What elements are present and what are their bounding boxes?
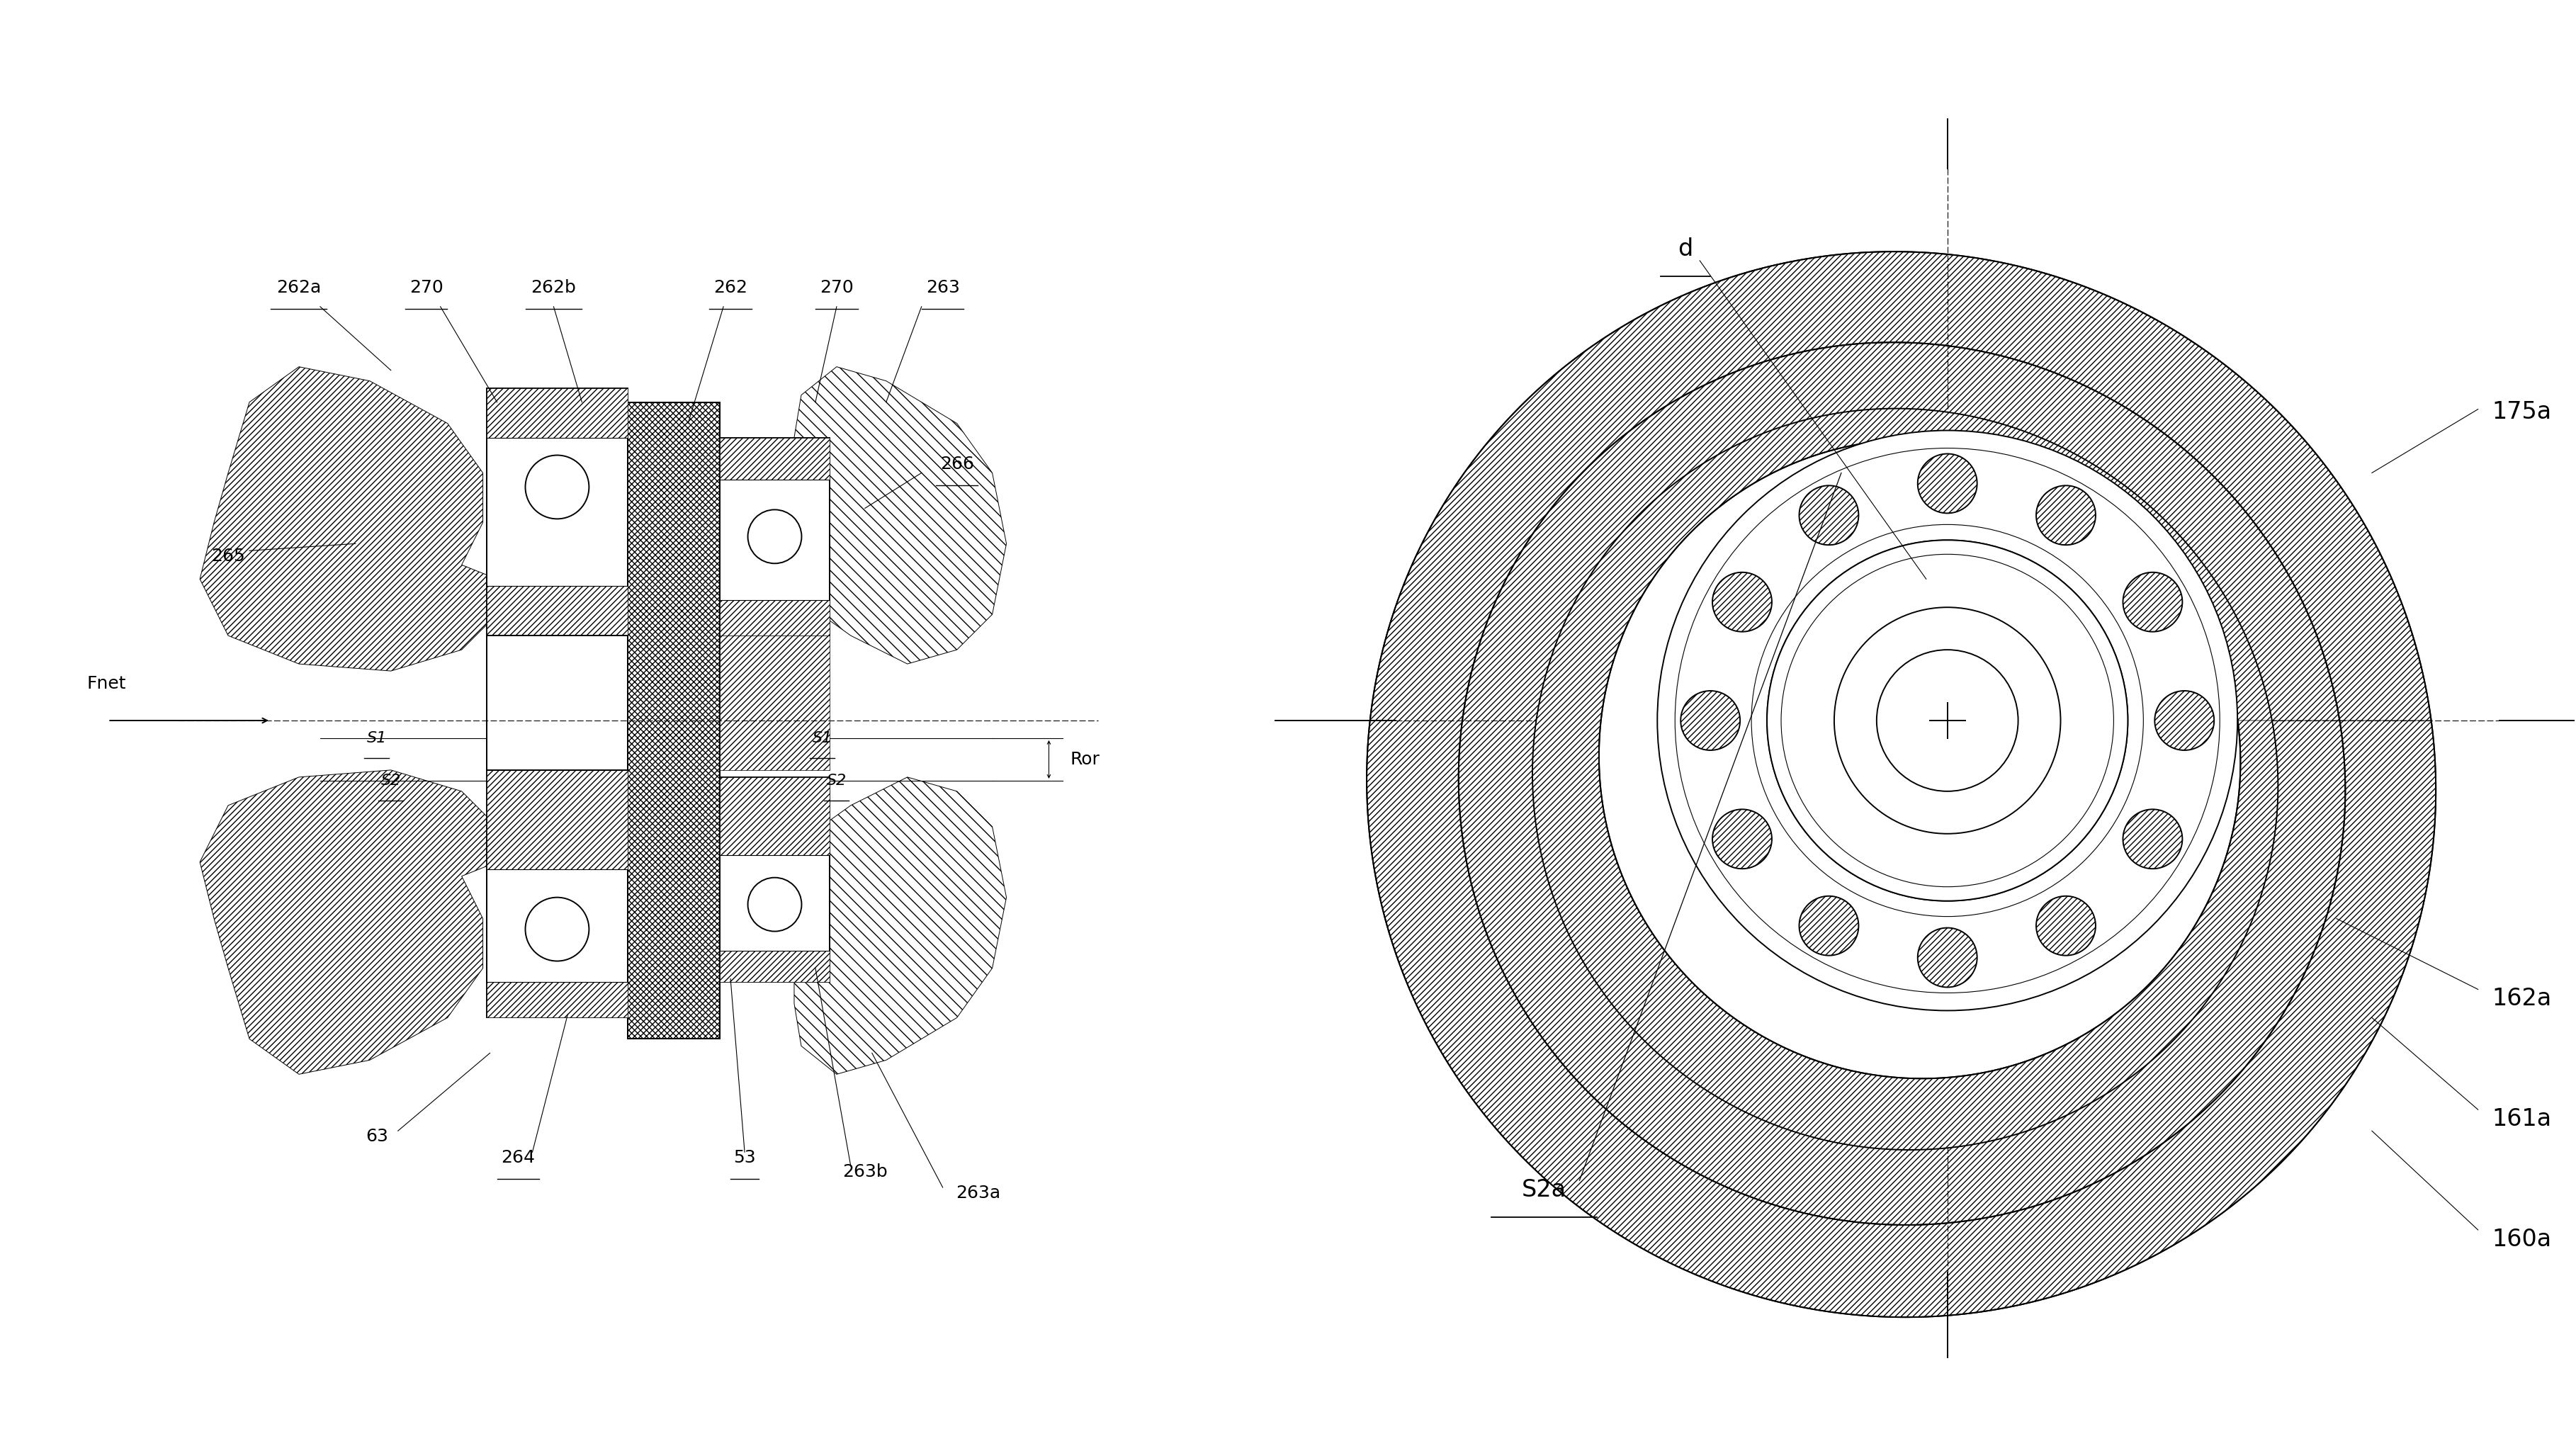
Polygon shape <box>1600 439 2241 1079</box>
Circle shape <box>747 510 801 563</box>
Text: S2: S2 <box>381 773 402 787</box>
Polygon shape <box>487 389 629 437</box>
Polygon shape <box>719 600 829 636</box>
Bar <box>629 402 719 1039</box>
Circle shape <box>526 456 590 519</box>
Text: S2a: S2a <box>1522 1179 1566 1202</box>
Bar <box>487 636 629 770</box>
Text: 263a: 263a <box>956 1185 999 1202</box>
Circle shape <box>2123 572 2182 632</box>
Circle shape <box>747 877 801 932</box>
Text: 266: 266 <box>940 456 974 473</box>
Circle shape <box>1656 430 2236 1010</box>
Circle shape <box>2123 809 2182 869</box>
Text: 262: 262 <box>714 279 747 296</box>
Polygon shape <box>487 770 629 869</box>
Polygon shape <box>781 777 1007 1075</box>
Text: S2: S2 <box>827 773 848 787</box>
Polygon shape <box>719 437 829 480</box>
Text: 263: 263 <box>925 279 958 296</box>
Text: 161a: 161a <box>2491 1107 2550 1130</box>
Text: d: d <box>1677 237 1692 260</box>
Text: 263b: 263b <box>842 1163 886 1180</box>
Text: Ror: Ror <box>1069 750 1100 767</box>
Text: 270: 270 <box>410 279 443 296</box>
Bar <box>487 389 629 636</box>
Text: 270: 270 <box>819 279 853 296</box>
Polygon shape <box>201 770 497 1075</box>
Polygon shape <box>719 950 829 982</box>
Circle shape <box>1680 690 1739 750</box>
Text: 265: 265 <box>211 547 245 564</box>
Circle shape <box>1798 896 1857 956</box>
Circle shape <box>1834 607 2061 833</box>
Text: Fnet: Fnet <box>88 676 126 692</box>
Polygon shape <box>719 777 829 855</box>
Polygon shape <box>1458 343 2344 1225</box>
Text: 262a: 262a <box>276 279 322 296</box>
Text: 175a: 175a <box>2491 400 2550 423</box>
Text: 53: 53 <box>734 1149 755 1166</box>
Circle shape <box>1767 540 2128 900</box>
Polygon shape <box>201 367 497 672</box>
Text: 160a: 160a <box>2491 1228 2550 1252</box>
Polygon shape <box>1365 252 2434 1318</box>
Polygon shape <box>487 982 629 1017</box>
Circle shape <box>1713 809 1772 869</box>
Polygon shape <box>487 586 629 636</box>
Bar <box>719 777 829 982</box>
Bar <box>719 437 829 636</box>
Circle shape <box>2154 690 2213 750</box>
Circle shape <box>1917 454 1976 513</box>
Text: S1: S1 <box>366 732 386 746</box>
Circle shape <box>526 897 590 962</box>
Text: 264: 264 <box>502 1149 536 1166</box>
Bar <box>719 636 829 770</box>
Circle shape <box>1917 927 1976 987</box>
Polygon shape <box>1533 409 2277 1150</box>
Circle shape <box>2035 896 2094 956</box>
Circle shape <box>1798 486 1857 544</box>
Text: 262b: 262b <box>531 279 577 296</box>
Circle shape <box>1767 540 2128 900</box>
Circle shape <box>2035 486 2094 544</box>
Text: 162a: 162a <box>2491 987 2550 1010</box>
Bar <box>487 770 629 1017</box>
Circle shape <box>1713 572 1772 632</box>
Polygon shape <box>781 367 1007 664</box>
Text: 63: 63 <box>366 1127 389 1145</box>
Circle shape <box>1875 650 2017 792</box>
Bar <box>629 402 719 1039</box>
Text: S1: S1 <box>811 732 832 746</box>
